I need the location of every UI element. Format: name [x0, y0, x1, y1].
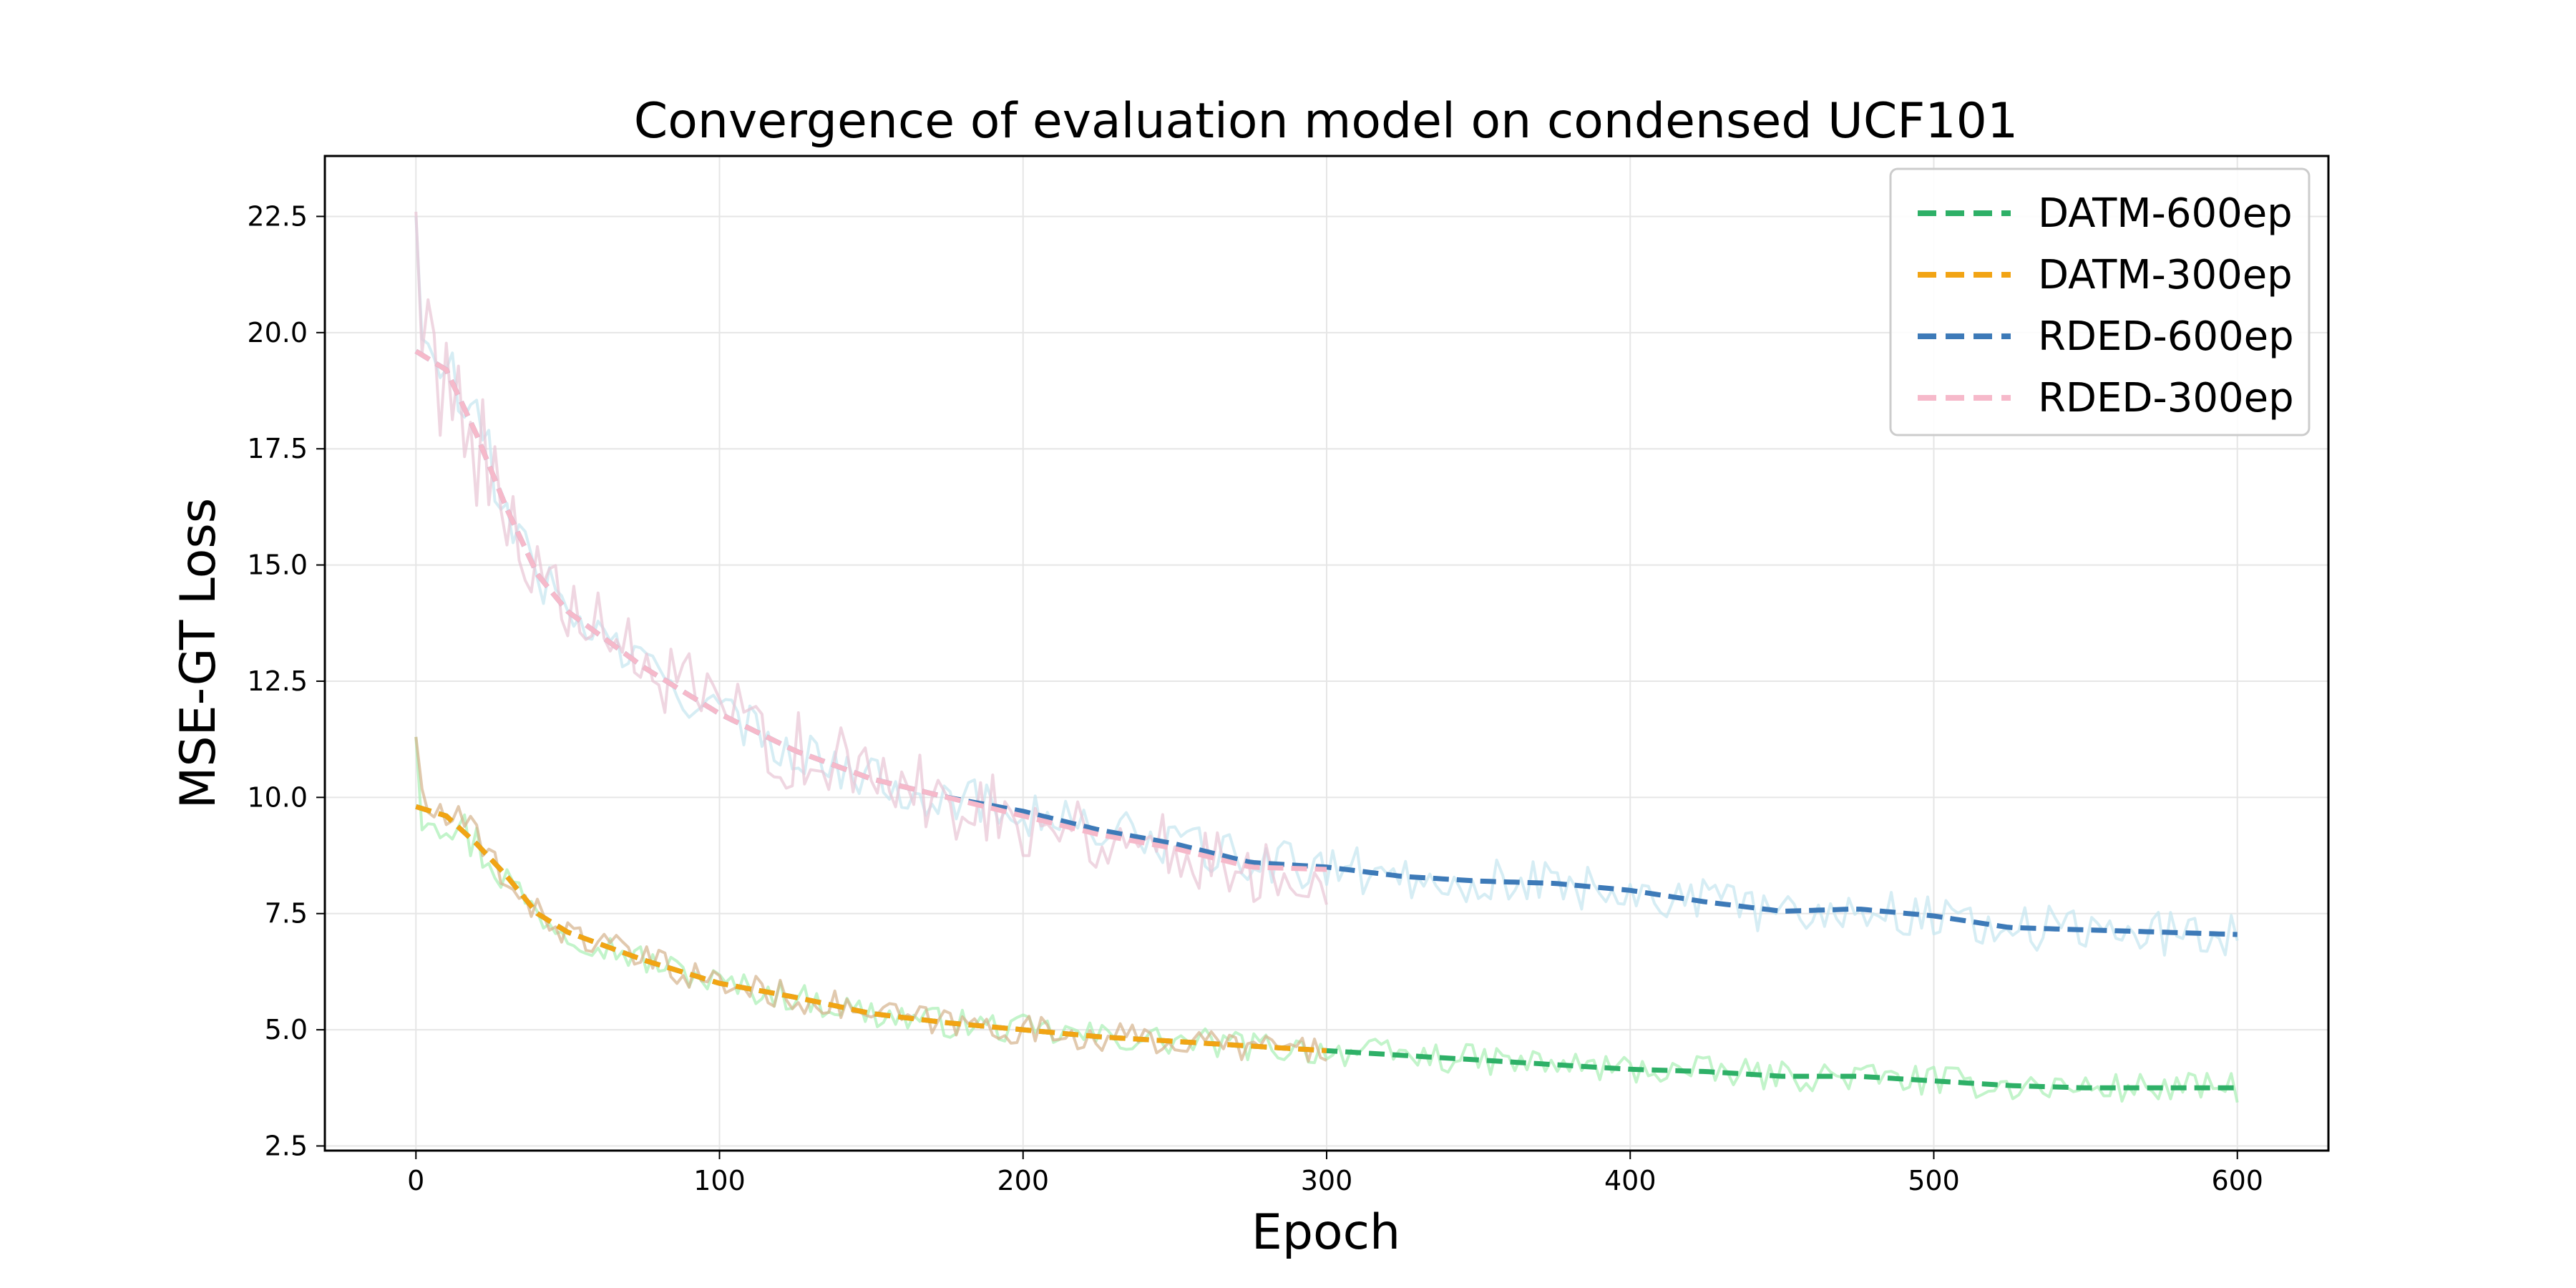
legend: DATM-600ep DATM-300ep RDED-600ep RDED-300ep: [1889, 167, 2311, 436]
legend-label: RDED-600ep: [2038, 313, 2294, 360]
x-tick-label: 200: [997, 1165, 1049, 1196]
x-tick-label: 0: [407, 1165, 424, 1196]
x-tick-label: 100: [693, 1165, 746, 1196]
grid: [325, 156, 2328, 1151]
legend-label: RDED-300ep: [2038, 375, 2294, 421]
raw-lines: [414, 211, 2239, 1103]
y-tick-label: 12.5: [247, 665, 308, 697]
legend-label: DATM-600ep: [2038, 190, 2293, 237]
y-tick-label: 20.0: [247, 317, 308, 348]
series-line: [415, 804, 1327, 1053]
y-tick-label: 17.5: [247, 433, 308, 464]
x-tick-label: 400: [1604, 1165, 1657, 1196]
y-tick-label: 15.0: [247, 550, 308, 581]
y-tick-label: 5.0: [265, 1014, 308, 1045]
x-axis-title: Epoch: [1252, 1204, 1400, 1261]
smooth-lines: [414, 348, 2238, 1091]
x-tick-label: 300: [1301, 1165, 1353, 1196]
y-axis-title: MSE-GT Loss: [170, 498, 227, 809]
y-tick-label: 22.5: [247, 200, 308, 232]
y-tick-label: 10.0: [247, 781, 308, 813]
ticks: 0 100 200 300 400 500 600 2.5 5.0 7.5 10.0 12.5 15.0…: [247, 200, 2263, 1196]
x-tick-label: 500: [1908, 1165, 1960, 1196]
raw-series-line: [414, 216, 2239, 957]
legend-box: [1889, 167, 2311, 436]
x-tick-label: 600: [2211, 1165, 2263, 1196]
y-tick-label: 2.5: [265, 1131, 308, 1162]
raw-series-line: [414, 736, 1327, 1063]
series-line: [414, 348, 1327, 872]
legend-label: DATM-300ep: [2038, 252, 2293, 298]
y-tick-label: 7.5: [265, 898, 308, 930]
raw-series-line: [414, 211, 1328, 905]
chart-title: Convergence of evaluation model on conde…: [634, 93, 2018, 150]
